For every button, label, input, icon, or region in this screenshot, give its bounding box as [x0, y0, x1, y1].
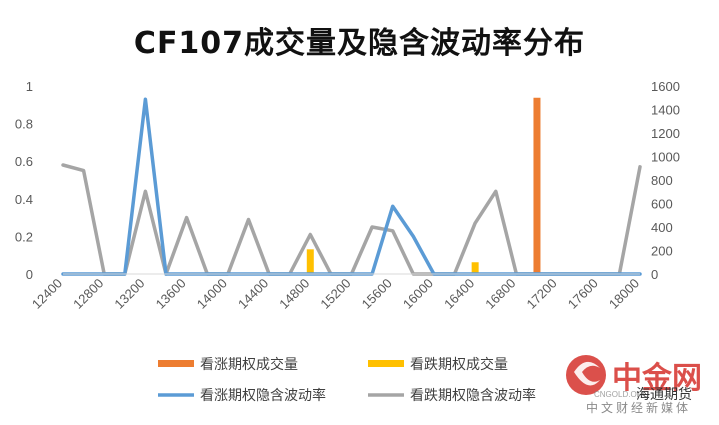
- x-tick-label: 15600: [359, 276, 395, 312]
- legend-swatch: [158, 360, 194, 367]
- x-tick-label: 16000: [400, 276, 436, 312]
- right-tick-label: 1600: [651, 79, 680, 94]
- left-tick-label: 0.2: [15, 229, 33, 244]
- series-line: [61, 163, 642, 276]
- x-tick-label: 18000: [606, 276, 642, 312]
- x-tick-label: 12800: [70, 276, 106, 312]
- x-tick-label: 12400: [29, 276, 65, 312]
- left-tick-label: 0.8: [15, 117, 33, 132]
- right-tick-label: 1000: [651, 150, 680, 165]
- x-tick-label: 14400: [235, 276, 271, 312]
- x-axis: 12400 12800 13200 13600 14000 14400 14800 15200…: [29, 273, 642, 312]
- x-tick-label: 16800: [482, 276, 518, 312]
- left-tick-label: 1: [26, 79, 33, 94]
- right-tick-label: 400: [651, 220, 673, 235]
- right-tick-label: 1400: [651, 103, 680, 118]
- x-tick-label: 14000: [194, 276, 230, 312]
- left-tick-label: 0.6: [15, 154, 33, 169]
- x-tick-label: 17200: [524, 276, 560, 312]
- legend-label: 看跌期权成交量: [410, 356, 508, 373]
- x-tick-label: 15200: [317, 276, 353, 312]
- right-tick-label: 1200: [651, 126, 680, 141]
- right-tick-label: 200: [651, 244, 673, 259]
- logo-circle-icon: [566, 355, 606, 395]
- right-axis: 0 200 400 600 800 1000 1200 1400 1600: [651, 79, 680, 282]
- x-tick-label: 16400: [441, 276, 477, 312]
- left-axis: 0 0.2 0.4 0.6 0.8 1: [15, 79, 33, 282]
- watermark-slogan: 中文财经新媒体: [586, 400, 691, 415]
- left-tick-label: 0: [26, 267, 33, 282]
- logo-swirl-icon: [574, 361, 600, 386]
- right-tick-label: 600: [651, 197, 673, 212]
- bars-layer: [306, 97, 541, 274]
- legend-label: 看跌期权隐含波动率: [410, 387, 536, 404]
- x-tick-label: 13200: [111, 276, 147, 312]
- legend-label: 看涨期权隐含波动率: [200, 387, 326, 404]
- bar: [533, 97, 541, 274]
- watermark-logo-text: 中金网: [612, 361, 702, 396]
- chart-title: CF107成交量及隐含波动率分布: [133, 26, 586, 61]
- lines-layer: [61, 97, 642, 276]
- x-tick-label: 17600: [565, 276, 601, 312]
- legend-swatch: [368, 360, 404, 367]
- right-tick-label: 0: [651, 267, 658, 282]
- watermark-source: 海通期货: [636, 386, 692, 403]
- bar: [471, 262, 479, 274]
- right-tick-label: 800: [651, 173, 673, 188]
- series-line: [61, 97, 642, 276]
- x-tick-label: 13600: [153, 276, 189, 312]
- bar: [306, 249, 314, 274]
- watermark-logo: 中金网 CNGOLD.ORG 海通期货 中文财经新媒体: [566, 355, 702, 415]
- x-tick-label: 14800: [276, 276, 312, 312]
- watermark-small-text: CNGOLD.ORG: [594, 390, 649, 399]
- left-tick-label: 0.4: [15, 192, 33, 207]
- legend-label: 看涨期权成交量: [200, 356, 298, 373]
